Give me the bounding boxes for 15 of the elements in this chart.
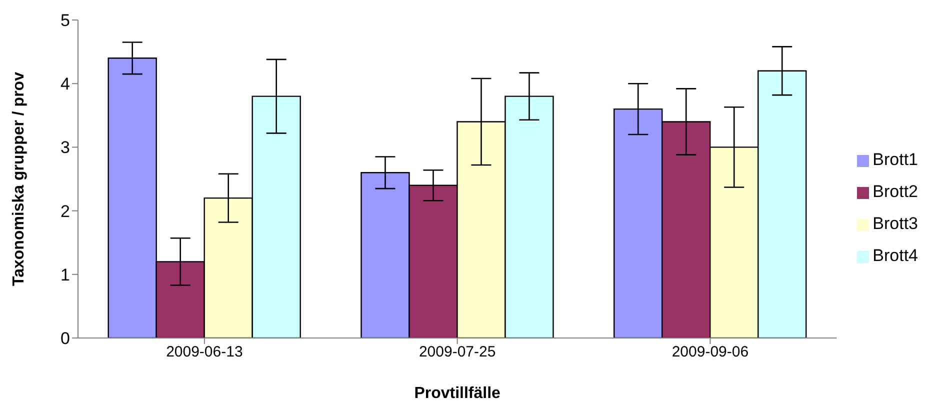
y-axis-title: Taxonomiska grupper / prov [10,72,28,286]
y-tick-label: 4 [60,74,70,94]
legend-label: Brott3 [872,214,918,233]
legend-label: Brott2 [872,182,918,201]
x-tick-label: 2009-09-06 [672,344,749,361]
y-tick-label: 5 [60,11,70,30]
y-tick-label: 2 [60,202,70,221]
legend-label: Brott4 [872,246,918,265]
y-tick-label: 0 [60,329,70,348]
legend-label: Brott1 [872,150,918,169]
y-tick-label: 3 [60,138,70,158]
x-tick-label: 2009-07-25 [418,344,496,361]
x-tick-label: 2009-06-13 [166,344,243,361]
x-axis-title: Provtillfälle [414,385,501,402]
y-tick-label: 1 [60,265,70,284]
